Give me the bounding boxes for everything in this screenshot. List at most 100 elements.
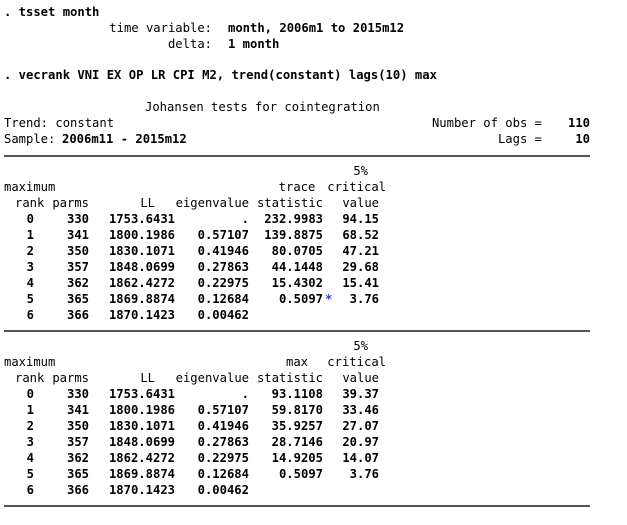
cell-statistic: 59.8170 [271, 403, 323, 417]
cell-parms: 357 [66, 435, 89, 449]
cell-eigenvalue: 0.00462 [197, 308, 249, 322]
time-variable-label: time variable: [109, 21, 212, 35]
cell-eigenvalue: 0.57107 [197, 228, 249, 242]
nobs-label: Number of obs = [431, 116, 542, 130]
cell-parms: 362 [66, 276, 89, 290]
cell-parms: 350 [66, 419, 89, 433]
cell-parms: 362 [66, 451, 89, 465]
sample-label: Sample: [4, 132, 56, 146]
cell-rank: 5 [26, 292, 34, 306]
lags-label: Lags = [497, 132, 542, 146]
cell-critical-value: 47.21 [342, 244, 379, 258]
cell-ll: 1870.1423 [108, 308, 175, 322]
header-stat-bottom: statistic [256, 371, 323, 385]
cell-ll: 1830.1071 [108, 419, 175, 433]
cell-ll: 1862.4272 [108, 276, 175, 290]
cell-ll: 1753.6431 [108, 212, 175, 226]
header-stat-top: max [285, 355, 308, 369]
cell-rank: 0 [26, 387, 34, 401]
header-rank: rank [15, 196, 45, 210]
tsset-command: . tsset month [4, 5, 100, 19]
cell-critical-value: 39.37 [342, 387, 379, 401]
header-stat-top: trace [278, 180, 316, 194]
cell-critical-value: 33.46 [342, 403, 379, 417]
header-crit-bottom: value [342, 371, 379, 385]
cell-statistic: 28.7146 [271, 435, 323, 449]
divider [4, 155, 590, 157]
table-title: Johansen tests for cointegration [145, 100, 380, 114]
cell-ll: 1862.4272 [108, 451, 175, 465]
header-5pct: 5% [353, 164, 368, 178]
cell-rank: 5 [26, 467, 34, 481]
cell-eigenvalue: . [241, 212, 249, 226]
significance-star: * [325, 292, 333, 306]
cell-parms: 341 [66, 228, 89, 242]
cell-critical-value: 27.07 [342, 419, 379, 433]
cell-eigenvalue: 0.22975 [197, 276, 249, 290]
cell-parms: 341 [66, 403, 89, 417]
cell-critical-value: 15.41 [342, 276, 379, 290]
cell-rank: 4 [26, 451, 34, 465]
cell-eigenvalue: . [241, 387, 249, 401]
cell-rank: 1 [26, 228, 34, 242]
cell-statistic: 0.5097 [278, 292, 323, 306]
cell-ll: 1753.6431 [108, 387, 175, 401]
header-ll: LL [140, 371, 155, 385]
header-parms: parms [52, 196, 89, 210]
cell-parms: 365 [66, 467, 89, 481]
cell-parms: 366 [66, 483, 89, 497]
cell-statistic: 93.1108 [271, 387, 323, 401]
header-rank: rank [15, 371, 45, 385]
cell-statistic: 44.1448 [271, 260, 323, 274]
header-eigenvalue: eigenvalue [175, 196, 249, 210]
cell-ll: 1870.1423 [108, 483, 175, 497]
header-crit-bottom: value [342, 196, 379, 210]
divider [4, 330, 590, 332]
divider [4, 505, 590, 507]
header-ll: LL [140, 196, 155, 210]
cell-critical-value: 94.15 [342, 212, 379, 226]
cell-parms: 330 [66, 212, 89, 226]
cell-statistic: 139.8875 [264, 228, 323, 242]
cell-statistic: 35.9257 [271, 419, 323, 433]
sample-value: 2006m11 - 2015m12 [62, 132, 187, 146]
cell-statistic: 15.4302 [271, 276, 323, 290]
cell-eigenvalue: 0.22975 [197, 451, 249, 465]
cell-critical-value: 20.97 [342, 435, 379, 449]
header-crit-top: critical [327, 355, 386, 369]
cell-rank: 2 [26, 244, 34, 258]
header-crit-top: critical [327, 180, 386, 194]
nobs-value: 110 [567, 116, 590, 130]
header-stat-bottom: statistic [256, 196, 323, 210]
header-eigenvalue: eigenvalue [175, 371, 249, 385]
cell-parms: 357 [66, 260, 89, 274]
time-variable-value: month, 2006m1 to 2015m12 [228, 21, 405, 35]
lags-value: 10 [575, 132, 590, 146]
cell-ll: 1848.0699 [108, 435, 175, 449]
cell-rank: 3 [26, 260, 34, 274]
cell-parms: 366 [66, 308, 89, 322]
cell-critical-value: 3.76 [349, 467, 379, 481]
cell-ll: 1869.8874 [108, 292, 175, 306]
cell-eigenvalue: 0.00462 [197, 483, 249, 497]
cell-critical-value: 29.68 [342, 260, 379, 274]
cell-ll: 1869.8874 [108, 467, 175, 481]
cell-parms: 330 [66, 387, 89, 401]
cell-parms: 365 [66, 292, 89, 306]
cell-rank: 3 [26, 435, 34, 449]
vecrank-command: . vecrank VNI EX OP LR CPI M2, trend(con… [4, 68, 437, 82]
cell-rank: 6 [26, 308, 34, 322]
cell-eigenvalue: 0.12684 [197, 467, 249, 481]
cell-critical-value: 14.07 [342, 451, 379, 465]
header-maximum: maximum [4, 180, 56, 194]
cell-rank: 4 [26, 276, 34, 290]
cell-critical-value: 3.76 [349, 292, 379, 306]
cell-critical-value: 68.52 [342, 228, 379, 242]
cell-statistic: 232.9983 [264, 212, 323, 226]
cell-rank: 6 [26, 483, 34, 497]
cell-ll: 1800.1986 [108, 403, 175, 417]
cell-statistic: 14.9205 [271, 451, 323, 465]
cell-parms: 350 [66, 244, 89, 258]
cell-eigenvalue: 0.41946 [197, 419, 249, 433]
cell-rank: 2 [26, 419, 34, 433]
